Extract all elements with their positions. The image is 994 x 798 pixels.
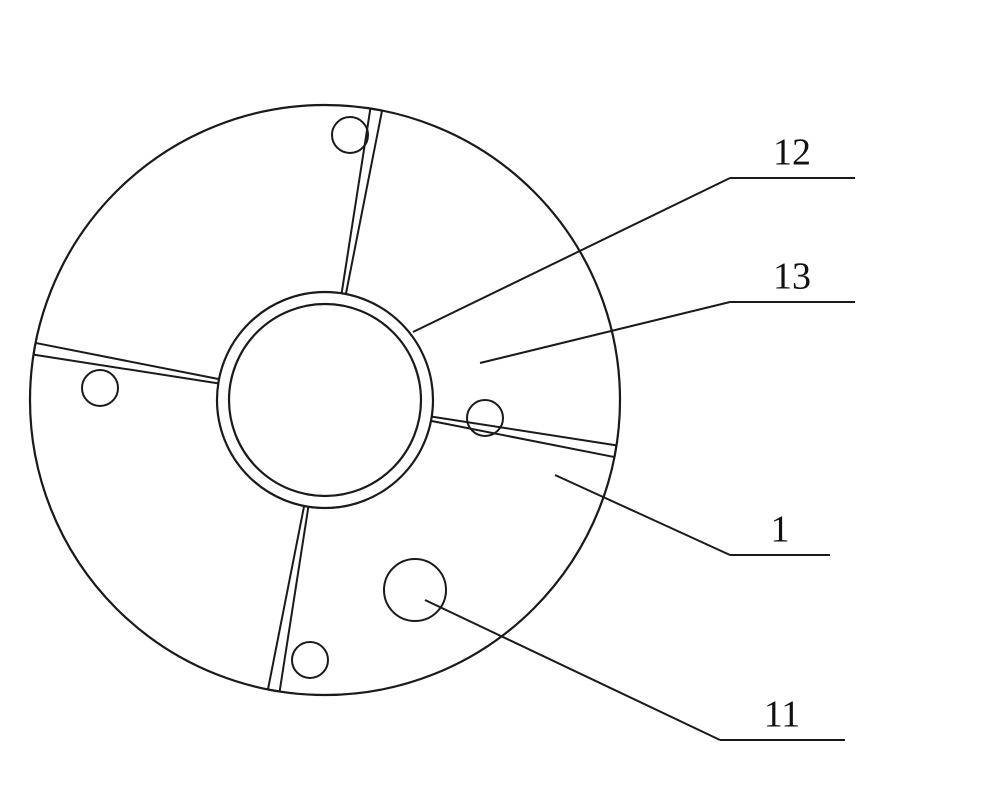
label-1-text: 1	[771, 509, 790, 551]
spoke-0-edge-b	[431, 421, 614, 457]
spokes-group	[34, 109, 617, 692]
main-hole	[384, 559, 446, 621]
hub-outer-circle	[217, 292, 433, 508]
spoke-2-edge-a	[34, 355, 219, 384]
label-13-text: 13	[773, 256, 811, 298]
spoke-2-cap	[34, 343, 36, 355]
disc-outer-circle	[30, 105, 620, 695]
spoke-1-edge-b	[268, 506, 304, 689]
label-12-text: 12	[773, 132, 811, 174]
spoke-1-cap	[268, 689, 280, 691]
spoke-0-edge-a	[432, 417, 617, 446]
small-holes-group	[82, 117, 503, 678]
label-1-leader	[555, 475, 730, 555]
spoke-3-cap	[370, 109, 382, 111]
spoke-0-cap	[614, 445, 616, 457]
hub-inner-circle	[229, 304, 421, 496]
spoke-1-edge-a	[280, 507, 309, 692]
hole-left	[82, 370, 118, 406]
label-11-leader	[425, 600, 720, 740]
hole-bottom	[292, 642, 328, 678]
label-13-leader	[480, 302, 730, 363]
label-12-leader	[413, 178, 730, 332]
spoke-3-edge-a	[342, 109, 371, 294]
label-11-text: 11	[764, 694, 801, 736]
spoke-3-edge-b	[346, 111, 382, 294]
spoke-2-edge-b	[36, 343, 219, 379]
hole-top	[332, 117, 368, 153]
